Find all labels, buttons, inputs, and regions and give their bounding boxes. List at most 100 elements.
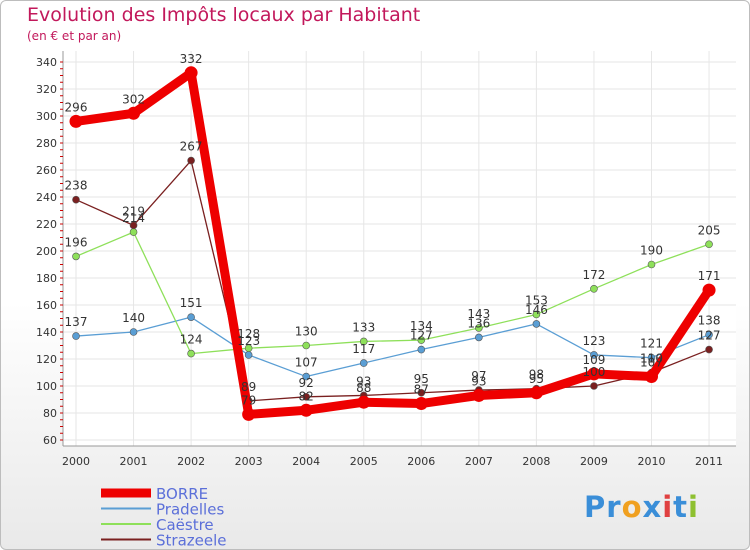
data-label: 146 (525, 303, 548, 317)
data-point (129, 228, 138, 236)
logo-part: x (642, 490, 663, 524)
data-point (69, 114, 83, 128)
data-point (590, 351, 598, 359)
data-point (705, 345, 713, 354)
y-tick-label: 220 (36, 218, 57, 231)
y-tick-label: 340 (36, 56, 57, 69)
x-tick-label: 2007 (465, 455, 493, 468)
x-tick-label: 2005 (350, 455, 378, 468)
data-label: 151 (180, 296, 203, 310)
x-tick-label: 2006 (407, 455, 435, 468)
data-point (705, 240, 713, 249)
y-tick-label: 240 (36, 191, 57, 204)
data-label: 123 (237, 334, 260, 348)
x-tick-label: 2004 (292, 455, 320, 468)
x-tick-label: 2001 (120, 455, 148, 468)
logo-part: o (621, 490, 643, 524)
data-point (475, 333, 483, 342)
data-label: 93 (356, 374, 371, 388)
series-line (75, 231, 710, 355)
data-point (357, 395, 371, 409)
data-label: 302 (122, 92, 145, 106)
x-tick-label: 2008 (522, 455, 550, 468)
y-tick-label: 120 (36, 353, 57, 366)
x-tick-label: 2003 (235, 455, 263, 468)
y-tick-label: 160 (36, 299, 57, 312)
data-point (702, 283, 716, 297)
data-point (475, 324, 483, 332)
data-point (244, 351, 253, 359)
x-tick-label: 2009 (580, 455, 608, 468)
logo-part: Pr (584, 490, 622, 524)
data-point (590, 382, 598, 390)
x-tick-label: 2010 (638, 455, 666, 468)
data-point (302, 392, 311, 401)
data-point (187, 349, 195, 358)
data-point (72, 252, 80, 261)
data-label: 95 (414, 372, 429, 386)
data-label: 214 (122, 211, 145, 225)
data-point (244, 344, 253, 353)
x-tick-label: 2011 (695, 455, 723, 468)
data-point (590, 284, 598, 293)
series-line (75, 159, 710, 402)
y-tick-label: 300 (36, 110, 57, 123)
data-label: 117 (352, 342, 375, 356)
data-point (187, 313, 195, 321)
x-tick-label: 2002 (177, 455, 205, 468)
data-label: 296 (65, 100, 88, 114)
data-label: 267 (180, 140, 203, 154)
data-label: 143 (467, 307, 490, 321)
data-point (129, 221, 138, 230)
data-label: 127 (698, 329, 721, 343)
data-point (184, 66, 198, 80)
logo-part: i (662, 490, 674, 524)
data-label: 136 (467, 316, 490, 330)
data-label: 153 (525, 293, 548, 307)
data-label: 134 (410, 319, 433, 333)
data-label: 87 (414, 383, 429, 397)
data-label: 196 (65, 235, 88, 249)
series-line (75, 316, 710, 378)
data-label: 172 (582, 268, 605, 282)
data-point (645, 370, 658, 384)
data-point (302, 341, 311, 350)
data-point (705, 330, 713, 339)
data-label: 190 (640, 244, 663, 258)
y-tick-label: 200 (36, 245, 57, 258)
proxiti-logo: Proxiti (584, 490, 699, 524)
data-label: 89 (241, 380, 256, 394)
data-label: 127 (410, 329, 433, 343)
data-label: 332 (180, 52, 203, 66)
data-label: 100 (582, 365, 605, 379)
legend-label: Caëstre (156, 516, 214, 534)
data-label: 82 (299, 389, 314, 403)
data-label: 107 (295, 356, 318, 370)
data-label: 88 (356, 381, 371, 395)
data-point (127, 106, 141, 120)
logo-part: t (673, 490, 689, 524)
data-label: 92 (299, 376, 314, 390)
data-point (587, 367, 601, 381)
data-label: 79 (241, 393, 256, 407)
data-label: 121 (640, 337, 663, 351)
data-point (129, 328, 138, 336)
y-tick-label: 260 (36, 164, 57, 177)
legend-label: Strazeele (156, 532, 227, 550)
chart-subtitle: (en € et par an) (27, 29, 122, 43)
data-label: 140 (122, 311, 145, 325)
data-label: 123 (582, 334, 605, 348)
data-label: 98 (529, 368, 544, 382)
data-label: 97 (471, 369, 486, 383)
data-label: 110 (640, 352, 663, 366)
data-label: 238 (65, 179, 88, 193)
y-tick-label: 80 (43, 407, 57, 420)
data-label: 133 (352, 320, 375, 334)
data-point (417, 336, 426, 344)
data-point (187, 156, 195, 165)
y-tick-label: 320 (36, 83, 57, 96)
data-point (417, 388, 426, 397)
data-point (647, 260, 656, 269)
data-label: 124 (180, 333, 203, 347)
data-point (299, 403, 313, 417)
